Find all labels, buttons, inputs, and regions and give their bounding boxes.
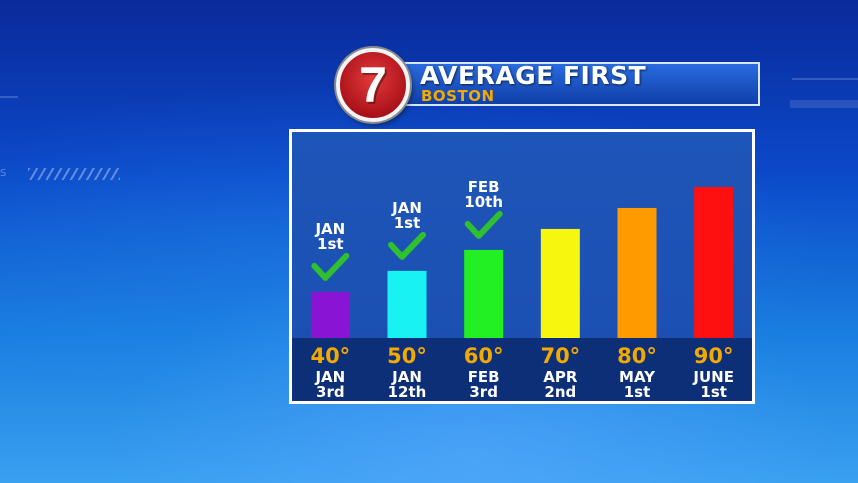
header-banner (392, 62, 760, 106)
date-label-month-4: MAY (619, 368, 656, 386)
check-icon-2 (464, 210, 503, 239)
page-title: AVERAGE FIRST (420, 61, 647, 90)
decor-stripe (792, 78, 858, 80)
decor-stripe (790, 100, 858, 108)
date-label-month-1: JAN (391, 368, 422, 386)
label-band (292, 338, 752, 401)
date-label-day-5: 1st (700, 383, 727, 401)
date-label-day-4: 1st (624, 383, 651, 401)
tick-label-2: 60° (464, 344, 504, 368)
page-subtitle: BOSTON (421, 87, 495, 105)
annotation-month-2: FEB (468, 178, 500, 196)
station-logo: 7 (336, 48, 410, 122)
bar-1 (387, 270, 427, 338)
logo-number: 7 (359, 57, 387, 113)
check-icon-0 (311, 252, 350, 281)
check-icon-1 (388, 231, 426, 260)
date-label-day-2: 3rd (469, 383, 498, 401)
decor-stripe (0, 96, 18, 98)
bar-3 (540, 228, 580, 338)
date-label-day-1: 12th (388, 383, 427, 401)
bar-2 (464, 249, 504, 338)
tick-label-0: 40° (310, 344, 350, 368)
bar-chart: 40°JAN3rd50°JAN12th60°FEB3rd70°APR2nd80°… (292, 178, 752, 401)
annotation-day-2: 10th (464, 193, 503, 211)
annotation-month-0: JAN (314, 220, 345, 238)
decor-hatch (28, 168, 120, 180)
decor-side-text: S (0, 168, 7, 179)
tick-label-5: 90° (694, 344, 734, 368)
bar-4 (617, 207, 657, 338)
annotation-day-0: 1st (317, 235, 344, 253)
annotation-day-1: 1st (394, 214, 421, 232)
date-label-day-0: 3rd (316, 383, 345, 401)
date-label-day-3: 2nd (544, 383, 576, 401)
tick-label-4: 80° (617, 344, 657, 368)
tick-label-3: 70° (540, 344, 580, 368)
date-label-month-5: JUNE (692, 368, 734, 386)
annotation-month-1: JAN (391, 199, 422, 217)
chart-frame: 40° JAN 3rd 50° JAN 12th 60° FEB 3rd 70° APR 2nd 80°… (289, 129, 755, 404)
date-label-month-3: APR (543, 368, 578, 386)
bar-5 (694, 186, 734, 338)
date-label-month-2: FEB (468, 368, 500, 386)
bar-0 (310, 291, 350, 338)
tick-label-1: 50° (387, 344, 427, 368)
date-label-month-0: JAN (314, 368, 345, 386)
